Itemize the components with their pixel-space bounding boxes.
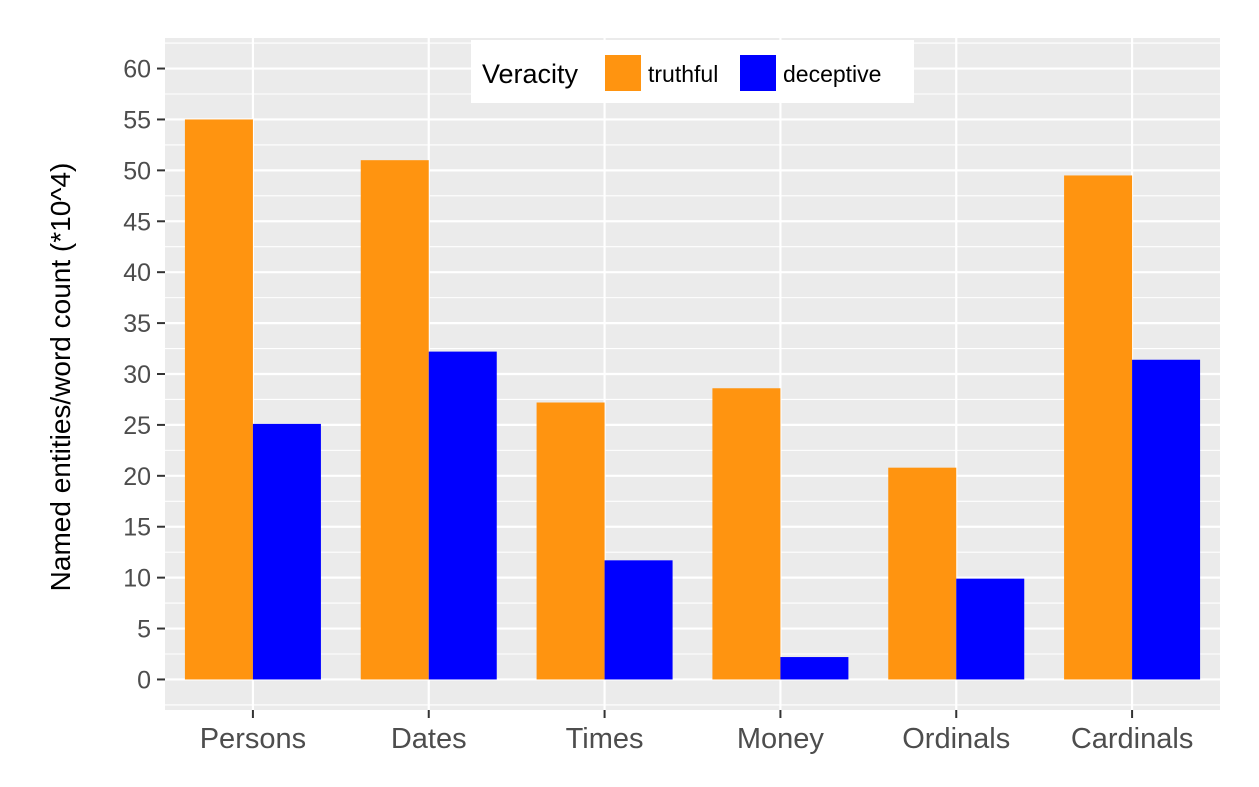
x-tick-label-times: Times (566, 723, 644, 755)
legend-key-deceptive (740, 55, 776, 91)
y-tick-label: 50 (123, 157, 151, 185)
bar-truthful-money (712, 388, 781, 680)
y-axis: 0 5 10 15 20 25 30 35 40 45 50 55 60 (123, 56, 165, 694)
x-axis: Persons Dates Times Money Ordinals Cardinals (200, 710, 1194, 755)
y-tick-label: 0 (137, 666, 151, 694)
legend-box (471, 40, 914, 103)
bar-truthful-ordinals (888, 467, 957, 680)
x-tick-label-ordinals: Ordinals (902, 723, 1010, 755)
y-tick-label: 5 (137, 616, 151, 644)
x-tick-label-money: Money (737, 723, 825, 755)
x-tick-label-cardinals: Cardinals (1071, 723, 1194, 755)
legend: Veracity truthful deceptive (471, 40, 914, 103)
bar-deceptive-cardinals (1132, 359, 1201, 680)
bar-deceptive-persons (252, 423, 321, 680)
y-tick-label: 15 (123, 514, 151, 542)
bar-truthful-persons (184, 119, 253, 680)
bar-truthful-cardinals (1064, 175, 1133, 680)
x-tick-label-dates: Dates (391, 723, 467, 755)
y-tick-label: 40 (123, 259, 151, 287)
y-axis-title: Named entities/word count (*10^4) (45, 163, 76, 592)
y-tick-label: 60 (123, 56, 151, 84)
y-tick-label: 25 (123, 412, 151, 440)
y-tick-label: 30 (123, 361, 151, 389)
bar-deceptive-ordinals (956, 578, 1025, 680)
bar-deceptive-dates (428, 351, 497, 680)
legend-label-deceptive: deceptive (783, 61, 881, 87)
bar-truthful-times (536, 402, 605, 680)
y-tick-label: 55 (123, 106, 151, 134)
legend-key-truthful (605, 55, 641, 91)
y-tick-label: 20 (123, 463, 151, 491)
bars (184, 119, 1201, 680)
x-tick-label-persons: Persons (200, 723, 306, 755)
y-tick-label: 45 (123, 208, 151, 236)
bar-deceptive-times (604, 560, 673, 680)
bar-deceptive-money (780, 657, 849, 680)
y-tick-label: 10 (123, 565, 151, 593)
bar-truthful-dates (360, 160, 429, 680)
legend-label-truthful: truthful (648, 61, 718, 87)
y-tick-label: 35 (123, 310, 151, 338)
legend-title: Veracity (482, 59, 579, 89)
